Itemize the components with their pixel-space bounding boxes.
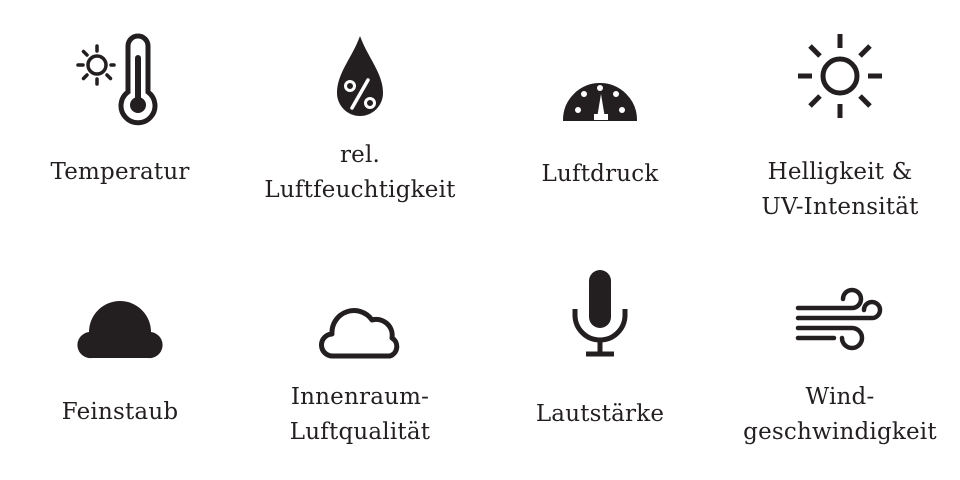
- feature-label: Temperatur: [0, 155, 240, 190]
- feature-wind: Wind- geschwindigkeit: [720, 240, 960, 480]
- label-line: Wind-: [805, 384, 875, 410]
- feature-label: Helligkeit & UV-Intensität: [720, 155, 960, 225]
- feature-humidity: rel. Luftfeuchtigkeit: [240, 0, 480, 240]
- feature-brightness: Helligkeit & UV-Intensität: [720, 0, 960, 240]
- label-line: Luftqualität: [289, 419, 431, 445]
- label-line: Lautstärke: [535, 401, 665, 427]
- label-line: Luftfeuchtigkeit: [264, 177, 456, 203]
- label-line: Luftdruck: [541, 161, 659, 187]
- label-line: geschwindigkeit: [743, 419, 937, 445]
- pressure-gauge-icon: [480, 28, 720, 128]
- cloud-filled-icon: [0, 268, 240, 368]
- cloud-outline-icon: [240, 268, 480, 368]
- feature-label: Lautstärke: [480, 397, 720, 432]
- label-line: Innenraum-: [290, 384, 430, 410]
- label-line: Feinstaub: [61, 399, 179, 425]
- sun-icon: [720, 28, 960, 128]
- feature-label: Feinstaub: [0, 395, 240, 430]
- feature-label: Innenraum- Luftqualität: [240, 380, 480, 450]
- wind-icon: [720, 268, 960, 368]
- humidity-drop-icon: [240, 28, 480, 128]
- label-line: UV-Intensität: [761, 194, 919, 220]
- feature-label: Wind- geschwindigkeit: [720, 380, 960, 450]
- thermometer-sun-icon: [0, 28, 240, 128]
- feature-label: Luftdruck: [480, 157, 720, 192]
- feature-temperature: Temperatur: [0, 0, 240, 240]
- microphone-icon: [480, 265, 720, 365]
- feature-label: rel. Luftfeuchtigkeit: [240, 138, 480, 208]
- label-line: rel.: [339, 142, 381, 168]
- feature-loudness: Lautstärke: [480, 240, 720, 480]
- feature-pressure: Luftdruck: [480, 0, 720, 240]
- label-line: Temperatur: [50, 159, 190, 185]
- feature-indoor-air: Innenraum- Luftqualität: [240, 240, 480, 480]
- feature-particulate: Feinstaub: [0, 240, 240, 480]
- label-line: Helligkeit &: [767, 159, 913, 185]
